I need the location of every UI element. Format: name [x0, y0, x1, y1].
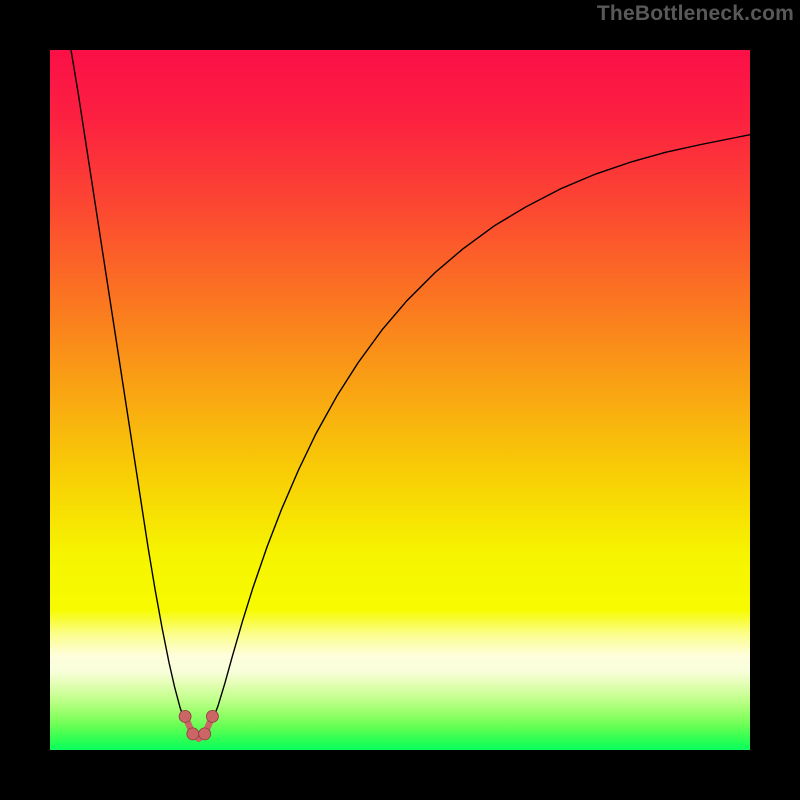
- valley-marker-0: [179, 710, 191, 722]
- canvas: TheBottleneck.com: [0, 0, 800, 800]
- valley-marker-2: [199, 728, 211, 740]
- valley-marker-1: [187, 728, 199, 740]
- watermark-text: TheBottleneck.com: [597, 2, 794, 26]
- valley-marker-3: [206, 710, 218, 722]
- plot-background: [50, 50, 750, 750]
- bottleneck-chart: [0, 0, 800, 800]
